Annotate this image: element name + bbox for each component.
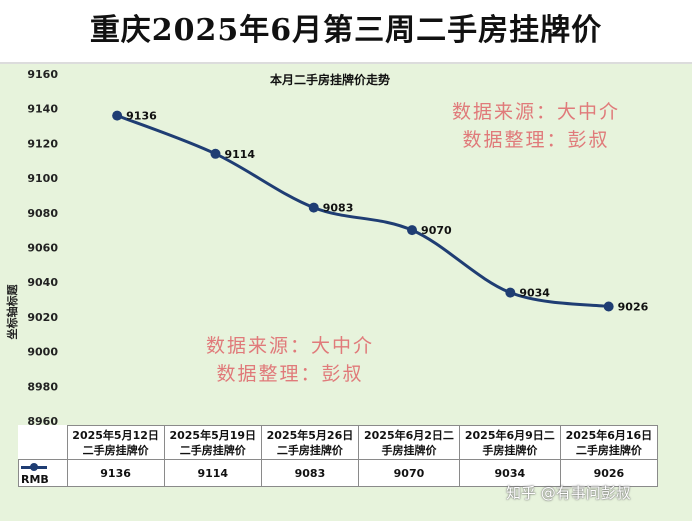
- data-label: 9070: [421, 224, 452, 237]
- y-tick-label: 9040: [27, 276, 58, 289]
- data-label: 9114: [224, 148, 255, 161]
- value-cell-2: 9083: [260, 459, 360, 487]
- page-title: 重庆2025年6月第三周二手房挂牌价: [89, 13, 603, 48]
- category-cell-3: 2025年6月2日二 手房挂牌价: [358, 425, 460, 460]
- data-point: [308, 202, 319, 213]
- y-tick-label: 8980: [27, 380, 58, 393]
- y-tick-label: 9060: [27, 242, 58, 255]
- watermark-bottom-line2: 数据整理：彭叔: [216, 363, 364, 385]
- category-cell-1: 2025年5月19日 二手房挂牌价: [163, 425, 262, 460]
- data-label: 9136: [126, 110, 157, 123]
- value-cell-0: 9136: [66, 459, 165, 487]
- y-tick-label: 9100: [27, 172, 58, 185]
- watermark-top: 数据来源：大中介 数据整理：彭叔: [452, 98, 620, 154]
- category-cell-4: 2025年6月9日二 手房挂牌价: [458, 425, 561, 460]
- data-label: 9083: [323, 202, 354, 215]
- category-cell-5: 2025年6月16日 二手房挂牌价: [559, 425, 659, 460]
- category-cell-2: 2025年5月26日 二手房挂牌价: [260, 425, 360, 460]
- data-table: 2025年5月12日 二手房挂牌价 2025年5月19日 二手房挂牌价 2025年5…: [18, 425, 659, 487]
- legend-cell: RMB: [18, 459, 68, 487]
- series-points: [112, 110, 614, 312]
- y-tick-label: 9080: [27, 207, 58, 220]
- series-line-rmb: [116, 114, 609, 308]
- title-bar: 重庆2025年6月第三周二手房挂牌价: [0, 0, 692, 64]
- y-tick-label: 9020: [27, 311, 58, 324]
- legend-series-name: RMB: [21, 473, 49, 486]
- y-tick-label: 9160: [27, 68, 58, 81]
- data-labels: 9136 9114 9083 9070 9034 9026: [126, 110, 648, 314]
- data-table-corner: [18, 425, 68, 460]
- watermark-top-line2: 数据整理：彭叔: [462, 129, 610, 151]
- watermark-top-line1: 数据来源：大中介: [452, 101, 621, 123]
- credit-watermark: 知乎 @有事问彭叔: [506, 484, 631, 502]
- watermark-bottom: 数据来源：大中介 数据整理：彭叔: [206, 332, 374, 388]
- data-point: [210, 148, 221, 159]
- value-cell-5: 9026: [559, 459, 659, 487]
- y-axis-ticks: 9160 9140 9120 9100 9080 9060 9040 9020 9000 8980…: [27, 68, 58, 428]
- data-table-value-row: RMB 9136 9114 9083 9070 9034 9026: [18, 459, 659, 487]
- y-tick-label: 8960: [27, 415, 58, 428]
- watermark-bottom-line1: 数据来源：大中介: [206, 335, 375, 357]
- y-tick-label: 9000: [27, 346, 58, 359]
- chart-title: 本月二手房挂牌价走势: [270, 72, 390, 87]
- data-point: [407, 225, 418, 236]
- category-cell-0: 2025年5月12日 二手房挂牌价: [66, 425, 165, 460]
- line-chart: 本月二手房挂牌价走势 坐标轴标题 9160 9140 9120 9100 9080 906…: [5, 68, 649, 428]
- data-label: 9026: [618, 300, 649, 313]
- value-cell-3: 9070: [358, 459, 460, 487]
- data-table-header-row: 2025年5月12日 二手房挂牌价 2025年5月19日 二手房挂牌价 2025年5…: [18, 425, 659, 460]
- data-label: 9034: [519, 287, 550, 300]
- data-point: [112, 110, 123, 121]
- data-point: [505, 287, 516, 298]
- legend-line-marker: [21, 462, 47, 471]
- y-axis-title: 坐标轴标题: [5, 284, 19, 340]
- y-tick-label: 9120: [27, 137, 58, 150]
- y-tick-label: 9140: [27, 103, 58, 116]
- value-cell-1: 9114: [163, 459, 262, 487]
- data-point: [603, 301, 614, 312]
